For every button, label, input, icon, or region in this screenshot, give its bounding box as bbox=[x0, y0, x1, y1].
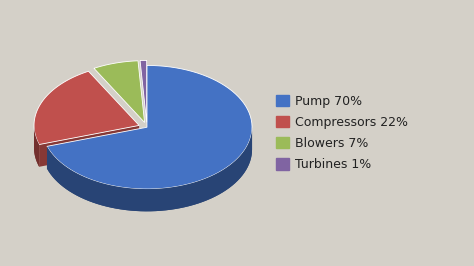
Polygon shape bbox=[34, 71, 139, 144]
Polygon shape bbox=[140, 60, 146, 122]
Polygon shape bbox=[34, 126, 39, 167]
Polygon shape bbox=[94, 61, 145, 123]
Polygon shape bbox=[47, 127, 252, 211]
Legend: Pump 70%, Compressors 22%, Blowers 7%, Turbines 1%: Pump 70%, Compressors 22%, Blowers 7%, T… bbox=[276, 95, 408, 171]
Polygon shape bbox=[47, 127, 147, 169]
Polygon shape bbox=[47, 127, 252, 211]
Polygon shape bbox=[47, 65, 252, 189]
Polygon shape bbox=[34, 126, 39, 167]
Polygon shape bbox=[39, 126, 139, 167]
